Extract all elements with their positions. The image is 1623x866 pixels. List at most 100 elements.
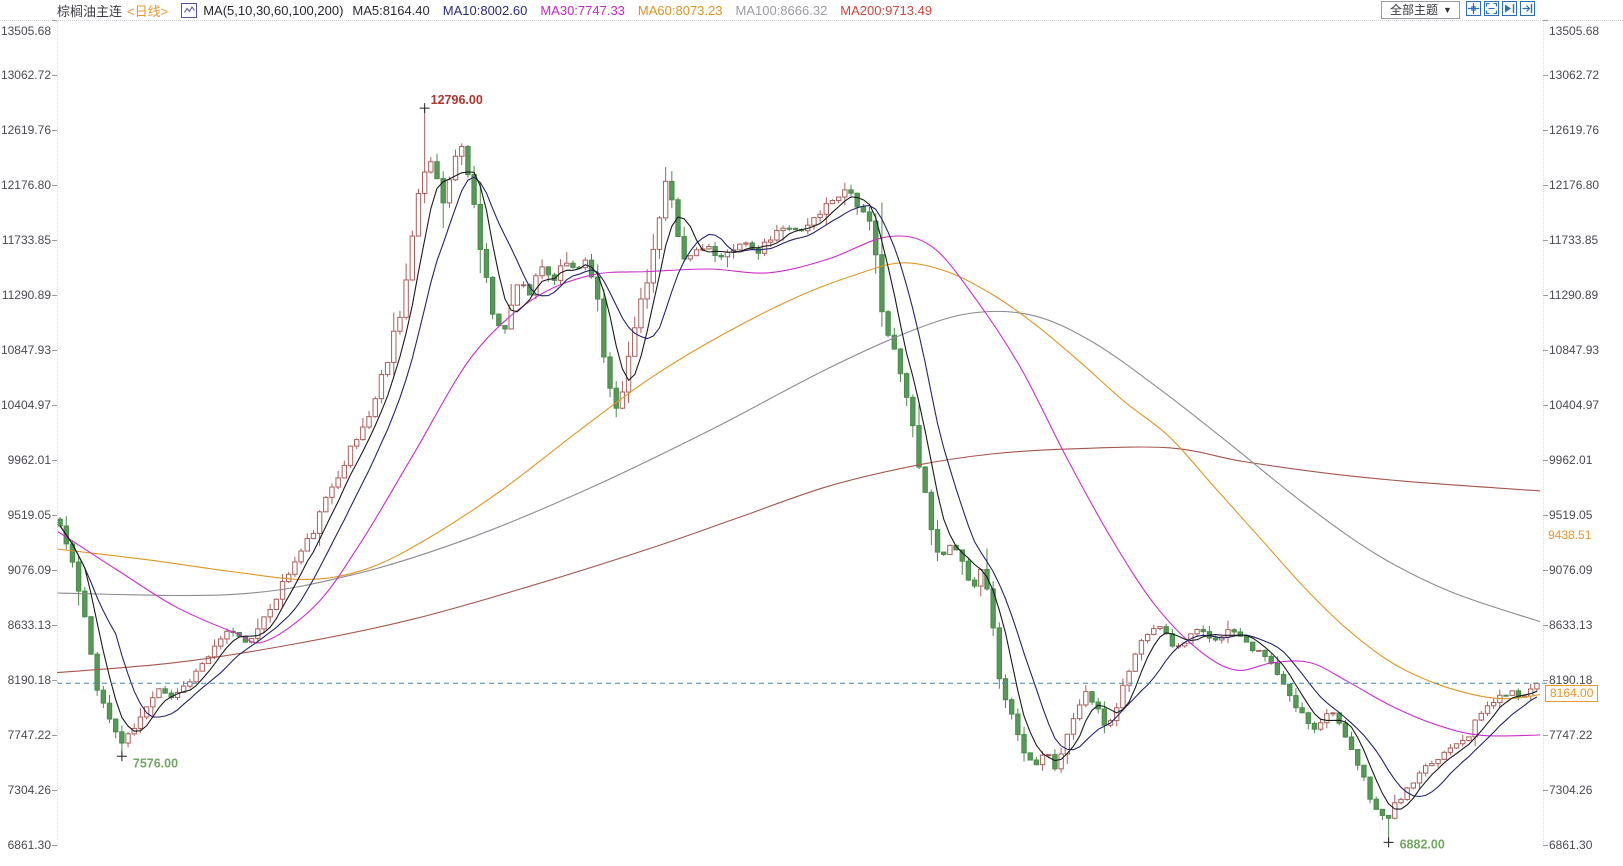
tick-mark <box>1543 20 1548 21</box>
ma-group-label[interactable]: MA(5,10,30,60,100,200) <box>203 3 344 18</box>
candle <box>465 146 471 176</box>
candle <box>428 161 434 173</box>
candle <box>1515 690 1522 698</box>
candle <box>570 262 576 268</box>
candle <box>514 284 521 306</box>
candle <box>255 628 261 639</box>
period-label[interactable]: <日线> <box>127 4 169 19</box>
candle <box>100 689 107 704</box>
high-price-annotation: 12796.00 <box>431 93 483 107</box>
tick-mark <box>52 75 57 76</box>
tick-mark <box>1543 789 1548 791</box>
candle <box>687 255 694 260</box>
candle <box>211 645 218 658</box>
candle <box>786 227 792 230</box>
candle <box>1052 754 1058 770</box>
price-tick-label: 11290.89 <box>1 287 51 302</box>
candle <box>415 193 422 237</box>
candle <box>1299 707 1305 714</box>
tick-mark <box>52 239 57 241</box>
candle <box>656 217 663 250</box>
candle <box>681 236 687 260</box>
candle <box>137 716 144 729</box>
price-tick-label: 10404.97 <box>1549 397 1600 412</box>
candle <box>347 445 354 466</box>
candle <box>835 196 842 201</box>
price-tick-label: 9519.05 <box>1549 508 1593 522</box>
candle <box>1249 641 1256 652</box>
ma-line-ma10 <box>59 176 1538 798</box>
candle <box>984 568 990 590</box>
candle <box>594 276 601 300</box>
candle <box>1083 691 1089 706</box>
tick-mark <box>1543 75 1548 76</box>
candle <box>372 398 378 418</box>
candle <box>477 203 483 250</box>
left-axis-border <box>57 20 58 846</box>
candle <box>619 391 626 409</box>
price-tick-label: 10847.93 <box>0 342 51 357</box>
candle <box>823 203 829 215</box>
candle <box>693 249 700 257</box>
step-forward-icon <box>1504 4 1515 13</box>
candle <box>1219 636 1225 641</box>
box-zoom-button[interactable] <box>1483 1 1499 16</box>
candle <box>1422 765 1429 774</box>
candle <box>1311 722 1318 730</box>
candle <box>1194 629 1200 635</box>
candle <box>1293 695 1299 709</box>
jump-to-latest-button[interactable] <box>1519 1 1535 16</box>
candle <box>1126 670 1132 686</box>
candle <box>1453 743 1460 749</box>
tick-mark <box>1543 130 1548 131</box>
instrument-title: 棕榈油主连 <box>57 4 123 19</box>
candle <box>897 348 904 375</box>
candle <box>1435 759 1441 765</box>
candle <box>434 161 440 180</box>
candle <box>452 155 459 181</box>
candle <box>848 189 854 194</box>
candle <box>1008 699 1015 715</box>
candle <box>1256 649 1262 652</box>
candle <box>632 327 638 357</box>
ma-line-ma100 <box>56 310 1541 623</box>
tick-mark <box>52 294 57 296</box>
candle <box>903 373 910 398</box>
candle <box>916 425 922 468</box>
chart-toolbar: 全部主题 ▼ <box>1381 1 1535 19</box>
price-tick-label: 8633.13 <box>1549 618 1593 632</box>
candle <box>323 496 329 513</box>
candle <box>366 416 372 428</box>
candle <box>261 616 267 630</box>
ma-legend-item: MA5:8164.40 <box>352 3 430 18</box>
candle <box>625 355 632 393</box>
crosshair-icon <box>1467 3 1479 14</box>
candle <box>354 439 360 447</box>
crosshair-button[interactable] <box>1465 1 1481 16</box>
candle <box>1317 722 1324 730</box>
candle <box>471 174 477 205</box>
price-tick-label: 8633.13 <box>7 618 51 632</box>
right-price-axis[interactable]: 13505.68 13062.72 12619.76 12176.80 11733.85… <box>1543 0 1623 866</box>
tick-mark <box>1543 294 1548 296</box>
candle <box>941 551 947 555</box>
step-forward-button[interactable] <box>1501 1 1517 16</box>
left-price-axis[interactable]: 13505.68 13062.72 12619.76 12176.80 11733.85… <box>0 0 57 866</box>
candle <box>1460 739 1466 745</box>
candle <box>520 284 527 287</box>
candle <box>1002 678 1009 701</box>
candle <box>205 656 212 665</box>
candle <box>1157 626 1163 629</box>
candle <box>125 733 131 744</box>
candle <box>922 466 928 493</box>
price-tick-label: 10847.93 <box>1549 342 1600 357</box>
ma-legend: MA5:8164.40 MA10:8002.60 MA30:7747.33 MA60:… <box>352 3 932 18</box>
candle <box>545 266 551 276</box>
candle <box>1528 688 1534 697</box>
theme-dropdown-button[interactable]: 全部主题 ▼ <box>1381 1 1460 19</box>
candle <box>384 361 391 376</box>
candle <box>768 239 774 243</box>
price-tick-label: 7747.22 <box>1549 727 1593 742</box>
tick-mark <box>52 625 57 626</box>
